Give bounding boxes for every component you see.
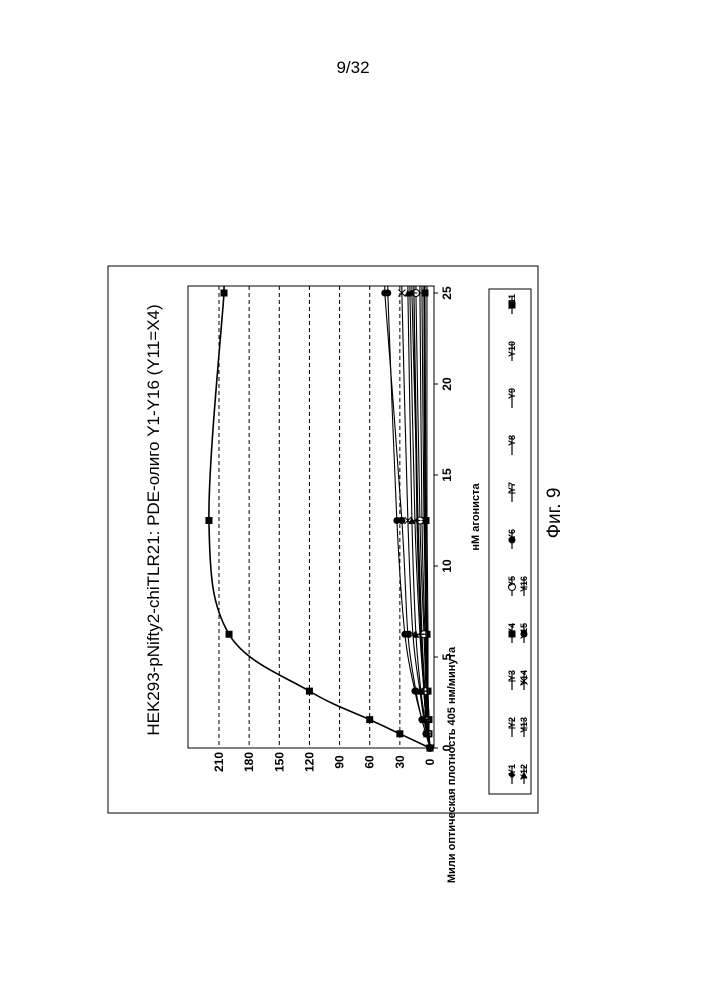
y-tick-label: 180 — [242, 752, 256, 772]
data-point — [205, 517, 212, 524]
legend-label: Y13 — [519, 717, 529, 733]
legend-label: Y4 — [507, 623, 517, 634]
legend-label: Y7 — [507, 482, 517, 493]
legend: Y1 Y2 Y3 Y4 Y5 Y6 Y7 Y8 Y9 Y10 Y11 Y12 Y13 Y14 Y15 Y16 — [507, 294, 529, 784]
series-layer — [205, 286, 433, 752]
legend-item-y15: Y15 — [519, 623, 529, 643]
y-tick-label: 150 — [272, 752, 286, 772]
data-point — [366, 716, 373, 723]
gridlines — [219, 286, 400, 748]
legend-label: Y9 — [507, 388, 517, 399]
legend-label: Y16 — [519, 576, 529, 592]
legend-item-y16: Y16 — [519, 576, 529, 596]
y-tick-label: 210 — [212, 752, 226, 772]
legend-item-y9: Y9 — [507, 388, 517, 408]
data-point — [412, 688, 419, 695]
data-point — [404, 631, 411, 638]
legend-item-y13: Y13 — [519, 717, 529, 737]
y-tick-label: 60 — [363, 755, 377, 769]
legend-label: Y2 — [507, 717, 517, 728]
legend-label: Y15 — [519, 623, 529, 639]
data-point — [226, 631, 233, 638]
legend-item-y11: Y11 — [507, 294, 517, 314]
x-tick-label: 15 — [440, 468, 454, 482]
x-tick-label: 25 — [440, 286, 454, 300]
legend-item-y1: Y1 — [507, 764, 517, 784]
legend-label: Y10 — [507, 341, 517, 357]
data-point — [306, 688, 313, 695]
y-tick-label: 120 — [302, 752, 316, 772]
chart-title: HEK293-pNifty2-chiTLR21: PDE-олиго Y1-Y1… — [144, 304, 163, 735]
legend-item-y2: Y2 — [507, 717, 517, 737]
x-tick-label: 10 — [440, 559, 454, 573]
data-point — [398, 517, 405, 524]
legend-label: Y14 — [519, 670, 529, 686]
x-tick-label: 20 — [440, 377, 454, 391]
data-point — [396, 730, 403, 737]
legend-label: Y11 — [507, 294, 517, 310]
legend-item-y10: Y10 — [507, 341, 517, 361]
legend-label: Y6 — [507, 529, 517, 540]
legend-label: Y12 — [519, 764, 529, 780]
x-axis-label: нМ агониста — [470, 483, 482, 551]
legend-label: Y1 — [507, 764, 517, 775]
legend-item-y7: Y7 — [507, 482, 517, 502]
y-tick-label: 30 — [393, 755, 407, 769]
y-tick-label: 0 — [423, 758, 437, 765]
legend-label: Y3 — [507, 670, 517, 681]
legend-item-y8: Y8 — [507, 435, 517, 455]
legend-item-y14: Y14 — [519, 670, 529, 690]
legend-label: Y8 — [507, 435, 517, 446]
legend-item-y12: Y12 — [519, 764, 529, 784]
figure-caption: Фиг. 9 — [544, 488, 566, 539]
legend-item-y3: Y3 — [507, 670, 517, 690]
legend-item-y5: Y5 — [507, 576, 517, 596]
data-point — [221, 290, 228, 297]
legend-item-y6: Y6 — [507, 529, 517, 549]
legend-label: Y5 — [507, 576, 517, 587]
data-point — [381, 290, 388, 297]
y-axis-label: Мили оптическая плотность 405 нм/минута — [446, 646, 458, 883]
y-tick-label: 90 — [333, 755, 347, 769]
legend-item-y4: Y4 — [507, 623, 517, 643]
